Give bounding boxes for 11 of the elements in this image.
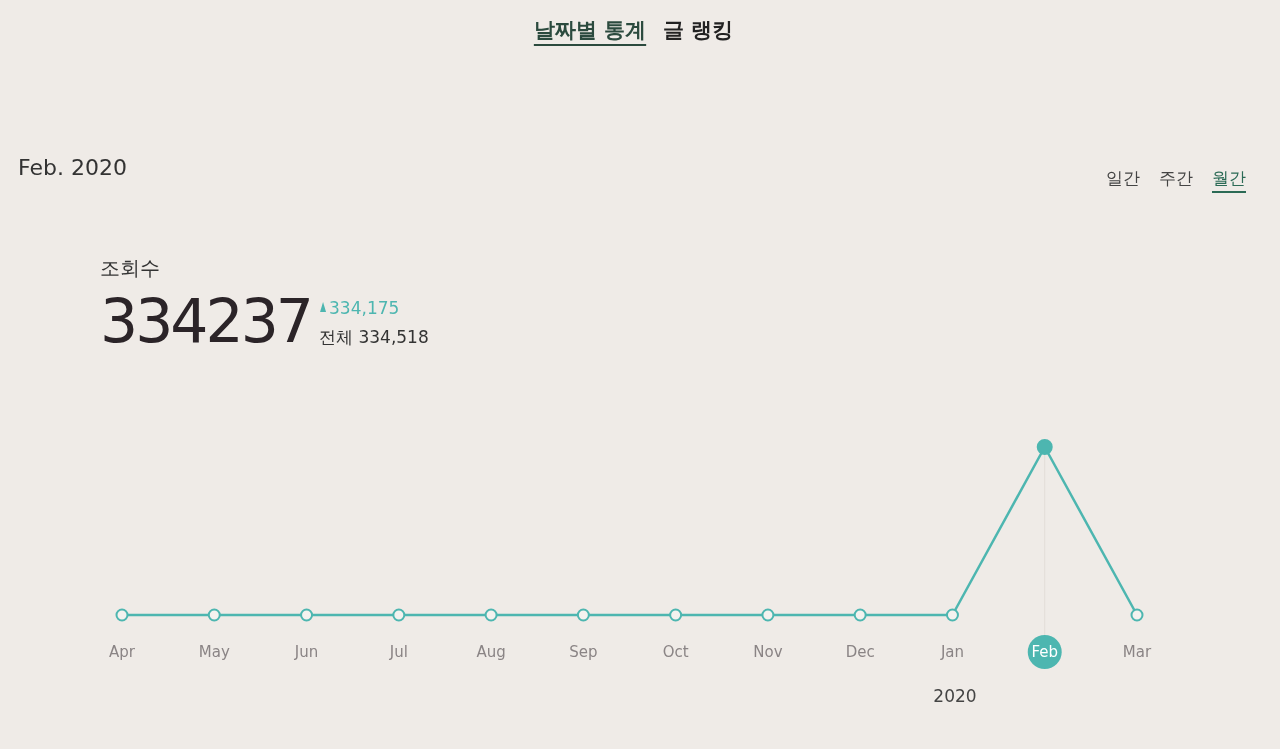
annotation: 주간 bbox=[1159, 168, 1193, 188]
annotation: 2020 bbox=[933, 686, 977, 706]
annotation: 글 랭킹 bbox=[662, 18, 734, 42]
annotation: 전체 334,518 bbox=[319, 327, 429, 347]
annotation: 334237 bbox=[100, 286, 312, 356]
annotation: 일간 bbox=[1106, 168, 1140, 188]
annotation: 조회수 bbox=[100, 256, 160, 280]
annotation: 334,175 bbox=[329, 298, 400, 318]
annotation: 월간 bbox=[1212, 168, 1246, 188]
title: Feb. 2020 bbox=[18, 155, 127, 180]
annotation: 날짜별 통계 bbox=[533, 18, 647, 42]
